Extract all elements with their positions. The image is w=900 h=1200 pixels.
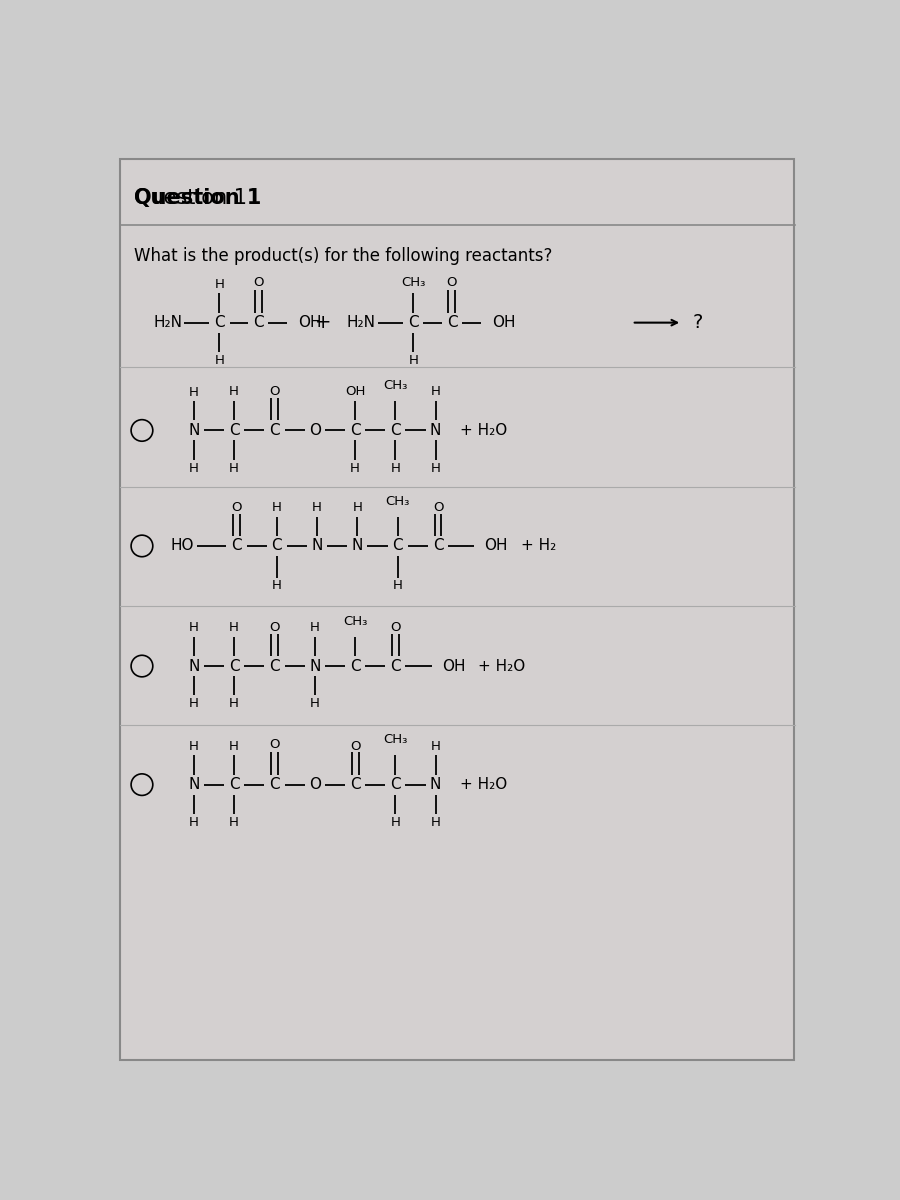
Text: H: H bbox=[391, 462, 401, 475]
Text: N: N bbox=[430, 778, 441, 792]
Text: H: H bbox=[392, 580, 402, 593]
Text: O: O bbox=[390, 622, 400, 634]
Text: OH: OH bbox=[345, 385, 365, 398]
Text: C: C bbox=[229, 659, 239, 673]
Text: Question 1: Question 1 bbox=[134, 188, 248, 208]
Text: + H₂: + H₂ bbox=[521, 539, 556, 553]
Text: + H₂O: + H₂O bbox=[461, 422, 508, 438]
Text: N: N bbox=[188, 778, 200, 792]
Text: C: C bbox=[350, 422, 360, 438]
Text: H: H bbox=[310, 622, 320, 634]
Text: N: N bbox=[188, 422, 200, 438]
Text: H: H bbox=[272, 500, 282, 514]
Text: H: H bbox=[350, 462, 360, 475]
Text: C: C bbox=[408, 316, 418, 330]
Text: H: H bbox=[189, 739, 199, 752]
Text: H: H bbox=[310, 697, 320, 710]
Text: H₂N: H₂N bbox=[347, 316, 376, 330]
Text: Question 1: Question 1 bbox=[134, 188, 262, 208]
Text: C: C bbox=[390, 778, 400, 792]
Text: C: C bbox=[269, 422, 280, 438]
FancyBboxPatch shape bbox=[121, 160, 795, 1061]
Text: C: C bbox=[272, 539, 282, 553]
Text: N: N bbox=[309, 659, 320, 673]
Text: C: C bbox=[390, 422, 400, 438]
Text: H: H bbox=[409, 354, 419, 367]
Text: H: H bbox=[431, 385, 441, 398]
Text: O: O bbox=[269, 622, 280, 634]
Text: N: N bbox=[188, 659, 200, 673]
Text: H: H bbox=[431, 462, 441, 475]
Text: N: N bbox=[352, 539, 363, 553]
Text: OH: OH bbox=[484, 539, 508, 553]
Text: + H₂O: + H₂O bbox=[461, 778, 508, 792]
Text: C: C bbox=[446, 316, 457, 330]
Text: O: O bbox=[269, 385, 280, 398]
Text: H₂N: H₂N bbox=[153, 316, 182, 330]
Text: H: H bbox=[391, 816, 401, 829]
Text: H: H bbox=[230, 816, 239, 829]
Text: H: H bbox=[230, 697, 239, 710]
Text: O: O bbox=[269, 738, 280, 751]
Text: H: H bbox=[431, 816, 441, 829]
Text: C: C bbox=[269, 778, 280, 792]
Text: H: H bbox=[312, 500, 322, 514]
Text: O: O bbox=[231, 500, 242, 514]
Text: What is the product(s) for the following reactants?: What is the product(s) for the following… bbox=[134, 247, 553, 265]
Text: C: C bbox=[392, 539, 403, 553]
Text: OH: OH bbox=[442, 659, 465, 673]
Text: H: H bbox=[189, 622, 199, 634]
Text: H: H bbox=[353, 500, 363, 514]
Text: O: O bbox=[433, 500, 443, 514]
Text: CH₃: CH₃ bbox=[383, 733, 408, 746]
Text: CH₃: CH₃ bbox=[385, 494, 410, 508]
Text: H: H bbox=[230, 622, 239, 634]
Text: N: N bbox=[430, 422, 441, 438]
Text: H: H bbox=[230, 739, 239, 752]
Text: H: H bbox=[230, 385, 239, 398]
Text: CH₃: CH₃ bbox=[383, 379, 408, 392]
Text: H: H bbox=[230, 462, 239, 475]
Text: +: + bbox=[315, 313, 331, 332]
Text: H: H bbox=[431, 739, 441, 752]
Text: C: C bbox=[350, 778, 360, 792]
Text: ?: ? bbox=[692, 313, 703, 332]
Text: O: O bbox=[253, 276, 264, 289]
Text: CH₃: CH₃ bbox=[343, 614, 367, 628]
Text: C: C bbox=[229, 778, 239, 792]
Text: C: C bbox=[231, 539, 242, 553]
Text: OH: OH bbox=[492, 316, 516, 330]
Text: C: C bbox=[433, 539, 444, 553]
Text: C: C bbox=[214, 316, 225, 330]
Text: C: C bbox=[269, 659, 280, 673]
Text: + H₂O: + H₂O bbox=[478, 659, 526, 673]
Text: C: C bbox=[229, 422, 239, 438]
Text: C: C bbox=[350, 659, 360, 673]
Text: H: H bbox=[189, 462, 199, 475]
Text: O: O bbox=[350, 739, 360, 752]
Text: O: O bbox=[309, 422, 320, 438]
Text: O: O bbox=[309, 778, 320, 792]
Text: H: H bbox=[214, 278, 224, 292]
Text: C: C bbox=[253, 316, 264, 330]
Text: N: N bbox=[311, 539, 323, 553]
Text: CH₃: CH₃ bbox=[401, 276, 426, 289]
Text: H: H bbox=[189, 697, 199, 710]
Text: H: H bbox=[189, 816, 199, 829]
Text: H: H bbox=[214, 354, 224, 367]
Text: H: H bbox=[189, 386, 199, 400]
Text: O: O bbox=[446, 276, 457, 289]
Text: H: H bbox=[272, 580, 282, 593]
Text: HO: HO bbox=[170, 539, 194, 553]
Text: C: C bbox=[390, 659, 400, 673]
Text: OH: OH bbox=[299, 316, 322, 330]
